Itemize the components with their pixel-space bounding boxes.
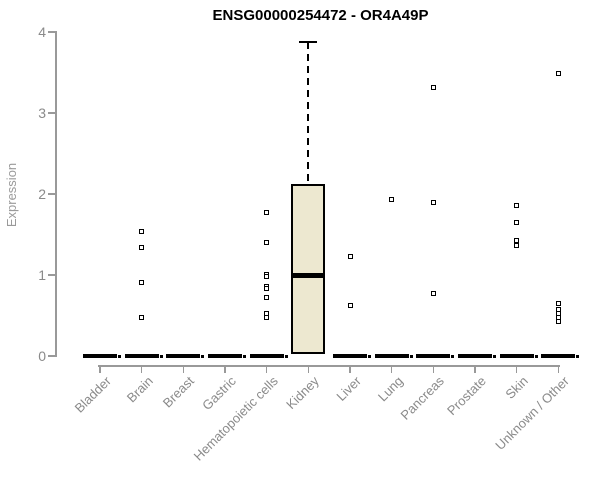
- x-axis-tick: [265, 366, 268, 373]
- outlier-point: [555, 319, 561, 325]
- boxplot-flat-box: [333, 354, 368, 358]
- chart-title: ENSG00000254472 - OR4A49P: [212, 7, 429, 24]
- outlier-point: [264, 274, 270, 280]
- y-tick-label: 0: [38, 348, 46, 364]
- boxplot-upper-whisker: [307, 41, 310, 185]
- outlier-point: [555, 300, 561, 306]
- outlier-point: [514, 243, 520, 249]
- boxplot-median-line: [291, 273, 326, 279]
- boxplot-box: [291, 184, 326, 355]
- boxplot-flat-box: [124, 354, 159, 358]
- outlier-point: [264, 210, 270, 216]
- outlier-point: [264, 314, 270, 320]
- outlier-point: [264, 286, 270, 292]
- x-axis-tick: [390, 366, 393, 373]
- boxplot-whisker-nub: [201, 354, 205, 358]
- outlier-point: [139, 244, 145, 250]
- boxplot-flat-box: [83, 354, 117, 358]
- y-axis-label: Expression: [4, 162, 19, 228]
- x-axis-tick: [99, 366, 101, 373]
- outlier-point: [139, 228, 145, 234]
- x-axis-tick: [474, 366, 476, 373]
- boxplot-whisker-nub: [451, 354, 455, 358]
- boxplot-flat-box: [416, 354, 451, 358]
- y-axis-tick: [48, 355, 55, 357]
- outlier-point: [389, 197, 395, 203]
- y-tick-label: 4: [38, 24, 46, 40]
- outlier-point: [139, 279, 145, 285]
- outlier-point: [514, 219, 520, 225]
- y-tick-label: 1: [38, 267, 46, 283]
- y-axis-tick: [48, 31, 55, 33]
- outlier-point: [347, 303, 353, 309]
- x-axis-tick: [557, 366, 560, 373]
- y-axis-tick: [48, 193, 55, 195]
- boxplot-flat-box: [458, 354, 493, 358]
- outlier-point: [347, 253, 353, 259]
- x-axis-tick: [307, 366, 310, 373]
- boxplot-whisker-nub: [493, 354, 497, 358]
- outlier-point: [514, 202, 520, 208]
- boxplot-whisker-nub: [284, 354, 288, 358]
- x-axis-line: [98, 365, 561, 367]
- boxplot-whisker-nub: [159, 354, 163, 358]
- y-tick-label: 3: [38, 105, 46, 121]
- boxplot-whisker-nub: [534, 354, 538, 358]
- outlier-point: [514, 237, 520, 243]
- outlier-point: [430, 291, 436, 297]
- x-axis-tick: [140, 366, 143, 373]
- outlier-point: [264, 240, 270, 246]
- outlier-point: [430, 199, 436, 205]
- boxplot-flat-box: [541, 354, 576, 358]
- outlier-point: [264, 295, 270, 301]
- boxplot-whisker-nub: [576, 354, 580, 358]
- boxplot-flat-box: [249, 354, 284, 358]
- boxplot-flat-box: [374, 354, 409, 358]
- boxplot-whisker-nub: [368, 354, 372, 358]
- x-axis-tick: [515, 366, 518, 373]
- outlier-point: [139, 315, 145, 321]
- x-axis-tick: [349, 366, 351, 373]
- boxplot-whisker-cap: [299, 40, 318, 44]
- x-axis-tick: [224, 366, 226, 373]
- boxplot-flat-box: [166, 354, 201, 358]
- x-axis-tick: [182, 366, 185, 373]
- boxplot-whisker-nub: [243, 354, 246, 358]
- boxplot-whisker-nub: [409, 354, 413, 358]
- y-tick-label: 2: [38, 186, 46, 202]
- y-axis-tick: [48, 274, 55, 276]
- y-axis-tick: [48, 112, 55, 114]
- boxplot-flat-box: [499, 354, 534, 358]
- outlier-point: [430, 85, 436, 91]
- outlier-point: [555, 70, 561, 76]
- boxplot-whisker-nub: [118, 354, 121, 358]
- y-axis-line: [55, 31, 57, 357]
- x-axis-tick: [432, 366, 435, 373]
- boxplot-flat-box: [208, 354, 242, 358]
